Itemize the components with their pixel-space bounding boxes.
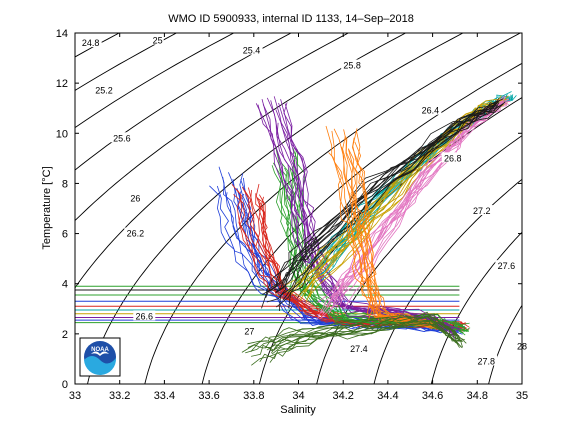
density-contour xyxy=(75,33,407,289)
contour-label: 25.2 xyxy=(95,86,113,96)
contour-label: 27.6 xyxy=(498,261,516,271)
profile-line xyxy=(250,316,463,352)
logo-gull-icon xyxy=(91,351,109,356)
y-tick-label: 2 xyxy=(62,329,68,341)
x-tick-label: 33 xyxy=(69,390,81,402)
contour-label-background xyxy=(79,37,102,48)
profile-lines xyxy=(75,91,517,366)
density-contour xyxy=(75,33,350,222)
profile-line xyxy=(269,313,461,352)
x-tick-label: 33.2 xyxy=(109,390,130,402)
contour-label-background xyxy=(341,59,364,70)
density-contour xyxy=(201,62,522,384)
profile-line xyxy=(276,99,500,308)
contour-label: 25.4 xyxy=(243,46,261,56)
contour-label: 24.8 xyxy=(82,38,100,48)
y-tick-label: 10 xyxy=(56,128,68,140)
x-axis: 33 33.2 33.4 33.6 33.8 34 34.2 34.4 34.6 34.8 35 xyxy=(69,33,528,402)
x-tick-label: 34.2 xyxy=(332,390,353,402)
profile-line xyxy=(251,315,463,357)
y-tick-label: 14 xyxy=(56,28,68,40)
contour-label-background xyxy=(133,310,156,321)
profile-line xyxy=(262,103,496,295)
profile-line xyxy=(266,319,467,351)
contour-label-background xyxy=(495,260,518,271)
contour-label: 27 xyxy=(244,326,254,336)
profile-line xyxy=(236,187,459,330)
x-tick-label: 34 xyxy=(292,390,304,402)
contour-label-background xyxy=(124,227,147,238)
x-tick-label: 34.8 xyxy=(467,390,488,402)
contour-label: 27.2 xyxy=(473,206,491,216)
profile-line xyxy=(282,98,504,289)
contour-label-background xyxy=(151,34,164,45)
y-tick-label: 8 xyxy=(62,178,68,190)
x-tick-label: 34.4 xyxy=(377,390,398,402)
density-contour xyxy=(87,33,464,384)
contour-label-background xyxy=(240,44,263,55)
profile-line xyxy=(331,130,427,328)
contour-label: 26 xyxy=(130,193,140,203)
contour-label: 25.8 xyxy=(343,61,361,71)
x-tick-label: 33.6 xyxy=(198,390,219,402)
profile-line xyxy=(251,320,460,366)
contour-label: 25.6 xyxy=(113,133,131,143)
contour-label: 26.4 xyxy=(422,106,440,116)
x-tick-label: 33.4 xyxy=(154,390,175,402)
density-contour xyxy=(488,304,522,384)
profile-line xyxy=(279,103,504,312)
contour-label: 26.6 xyxy=(136,311,154,321)
contour-label-background xyxy=(419,104,442,115)
contour-label-background xyxy=(243,325,256,336)
x-tick-label: 35 xyxy=(516,390,528,402)
y-axis-title: Temperature [°C] xyxy=(41,166,53,249)
contour-label-background xyxy=(441,152,464,163)
y-tick-label: 12 xyxy=(56,78,68,90)
profile-line xyxy=(355,130,439,329)
profile-line xyxy=(266,104,498,292)
profile-line xyxy=(288,101,506,309)
contour-label-background xyxy=(110,132,133,143)
density-contour-labels: 24.8 25 25.4 25.8 25.2 26.4 25.6 26.8 26 27.2 26.2… xyxy=(79,34,528,366)
density-contour xyxy=(75,33,178,91)
noaa-logo: NOAA xyxy=(79,337,121,377)
contour-label-background xyxy=(129,192,142,203)
x-tick-label: 33.8 xyxy=(243,390,264,402)
contour-label-background xyxy=(347,342,370,353)
y-tick-label: 4 xyxy=(62,279,68,291)
x-tick-label: 34.6 xyxy=(422,390,443,402)
contour-label: 27.4 xyxy=(350,344,368,354)
contour-label-background xyxy=(93,84,116,95)
contour-label: 26.8 xyxy=(444,153,462,163)
chart-title: WMO ID 5900933, internal ID 1133, 14–Sep… xyxy=(168,13,414,25)
profile-line xyxy=(264,313,466,349)
y-tick-label: 6 xyxy=(62,229,68,241)
y-axis: 0 2 4 6 8 10 12 14 xyxy=(56,28,522,391)
profile-line xyxy=(307,98,509,282)
density-contour xyxy=(75,33,292,171)
profile-line xyxy=(333,128,432,324)
profile-line xyxy=(326,100,510,307)
contour-label: 25 xyxy=(153,36,163,46)
contour-label: 26.2 xyxy=(127,229,145,239)
y-tick-label: 0 xyxy=(62,379,68,391)
contour-label-background xyxy=(475,355,498,366)
density-contour xyxy=(75,33,235,129)
contour-label: 27.8 xyxy=(477,356,495,366)
profile-line xyxy=(342,135,436,324)
profile-line xyxy=(266,97,452,331)
x-axis-title: Salinity xyxy=(280,404,316,416)
logo-text: NOAA xyxy=(91,347,109,353)
contour-label-background xyxy=(470,205,493,216)
logo-wave-icon xyxy=(84,356,117,376)
profile-line xyxy=(241,193,459,334)
